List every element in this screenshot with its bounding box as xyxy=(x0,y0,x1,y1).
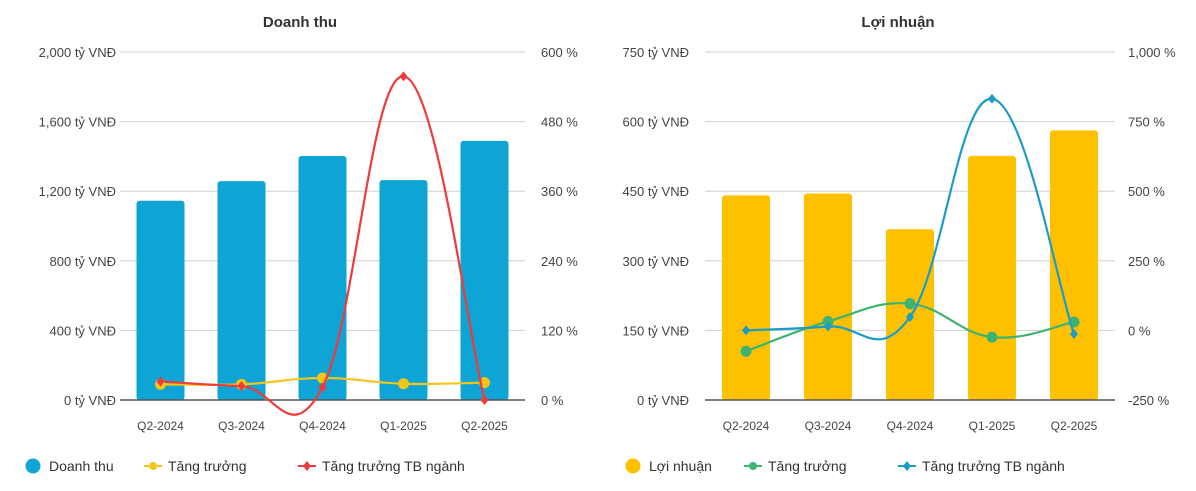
bar-Q1-2025 xyxy=(379,180,428,400)
point-Q2-2024 xyxy=(156,376,165,387)
x-axis-tick: Q3-2024 xyxy=(218,419,265,433)
x-axis-tick: Q4-2024 xyxy=(299,419,346,433)
left-axis-tick: 600 tỷ VNĐ xyxy=(623,115,689,130)
left-axis-tick: 0 tỷ VNĐ xyxy=(637,393,689,408)
bar-Q2-2025 xyxy=(460,140,509,400)
right-axis-tick: 120 % xyxy=(541,323,578,338)
left-axis-tick: 750 tỷ VNĐ xyxy=(623,45,689,60)
left-axis-tick: 1,600 tỷ VNĐ xyxy=(39,115,116,130)
bar-Q3-2024 xyxy=(217,181,266,400)
right-axis-tick: 240 % xyxy=(541,254,578,269)
legend-label: Tăng trưởng xyxy=(768,458,846,474)
legend-item[interactable]: Tăng trưởng xyxy=(144,458,246,474)
point-Q3-2024 xyxy=(822,315,834,327)
legend-label: Lợi nhuận xyxy=(649,458,712,474)
left-axis-tick: 300 tỷ VNĐ xyxy=(623,254,689,269)
x-axis-tick: Q2-2024 xyxy=(723,419,770,433)
legend-label: Tăng trưởng TB ngành xyxy=(922,458,1065,474)
x-axis-tick: Q4-2024 xyxy=(887,419,934,433)
legend-item[interactable]: Tăng trưởng TB ngành xyxy=(898,458,1065,474)
right-axis-tick: 0 % xyxy=(1128,323,1151,338)
bar-Q3-2024 xyxy=(804,193,852,400)
left-axis-tick: 450 tỷ VNĐ xyxy=(623,184,689,199)
right-axis-tick: 500 % xyxy=(1128,184,1165,199)
x-axis-tick: Q2-2025 xyxy=(1051,419,1098,433)
legend-label: Tăng trưởng TB ngành xyxy=(322,458,465,474)
chart-1: Lợi nhuận 0 tỷ VNĐ -250 % 150 tỷ VNĐ 0 % 300 … xyxy=(623,14,1177,474)
point-Q2-2024 xyxy=(742,325,750,336)
x-axis-tick: Q2-2024 xyxy=(137,419,184,433)
chart-title: Lợi nhuận xyxy=(861,14,934,31)
point-Q2-2025 xyxy=(480,395,489,405)
right-axis-tick: 480 % xyxy=(541,115,578,130)
legend-bar-swatch xyxy=(625,458,641,474)
bar-Q2-2025 xyxy=(1050,130,1098,400)
bar-Q4-2024 xyxy=(298,156,347,400)
left-axis-tick: 400 tỷ VNĐ xyxy=(50,323,116,338)
point-Q2-2024 xyxy=(740,345,752,357)
point-Q4-2024 xyxy=(904,298,916,310)
point-Q2-2025 xyxy=(1070,329,1078,340)
legend-marker xyxy=(749,462,757,470)
point-Q1-2025 xyxy=(988,93,996,104)
point-Q4-2024 xyxy=(906,312,914,323)
left-axis-tick: 1,200 tỷ VNĐ xyxy=(39,184,116,199)
legend-label: Doanh thu xyxy=(49,458,114,474)
legend-item[interactable]: Lợi nhuận xyxy=(625,458,712,474)
bar-Q2-2024 xyxy=(136,200,185,400)
legend-marker xyxy=(149,462,157,470)
bar-Q1-2025 xyxy=(968,155,1016,400)
chart-0: Doanh thu 0 tỷ VNĐ 0 % 400 tỷ VNĐ 120 % 800 t… xyxy=(25,14,578,474)
right-axis-tick: -250 % xyxy=(1128,393,1170,408)
legend-bar-swatch xyxy=(25,458,41,474)
point-Q1-2025 xyxy=(399,71,408,82)
point-Q1-2025 xyxy=(986,331,998,343)
left-axis-tick: 800 tỷ VNĐ xyxy=(50,254,116,269)
x-axis-tick: Q1-2025 xyxy=(969,419,1016,433)
left-axis-tick: 0 tỷ VNĐ xyxy=(64,393,116,408)
x-axis-tick: Q2-2025 xyxy=(461,419,508,433)
point-Q4-2024 xyxy=(318,382,327,393)
x-axis-tick: Q1-2025 xyxy=(380,419,427,433)
legend-marker xyxy=(903,461,911,471)
right-axis-tick: 250 % xyxy=(1128,254,1165,269)
legend-item[interactable]: Doanh thu xyxy=(25,458,114,474)
right-axis-tick: 0 % xyxy=(541,393,564,408)
point-Q3-2024 xyxy=(237,381,246,392)
point-Q1-2025 xyxy=(398,378,409,390)
x-axis-tick: Q3-2024 xyxy=(805,419,852,433)
point-Q3-2024 xyxy=(824,321,832,332)
left-axis-tick: 150 tỷ VNĐ xyxy=(623,323,689,338)
legend-label: Tăng trưởng xyxy=(168,458,246,474)
right-axis-tick: 360 % xyxy=(541,184,578,199)
legend-item[interactable]: Tăng trưởng xyxy=(744,458,846,474)
right-axis-tick: 750 % xyxy=(1128,115,1165,130)
chart-title: Doanh thu xyxy=(263,14,337,31)
legend-item[interactable]: Tăng trưởng TB ngành xyxy=(298,458,465,474)
right-axis-tick: 1,000 % xyxy=(1128,45,1176,60)
left-axis-tick: 2,000 tỷ VNĐ xyxy=(39,45,116,60)
bar-Q2-2024 xyxy=(722,195,770,400)
right-axis-tick: 600 % xyxy=(541,45,578,60)
legend-marker xyxy=(303,461,311,471)
